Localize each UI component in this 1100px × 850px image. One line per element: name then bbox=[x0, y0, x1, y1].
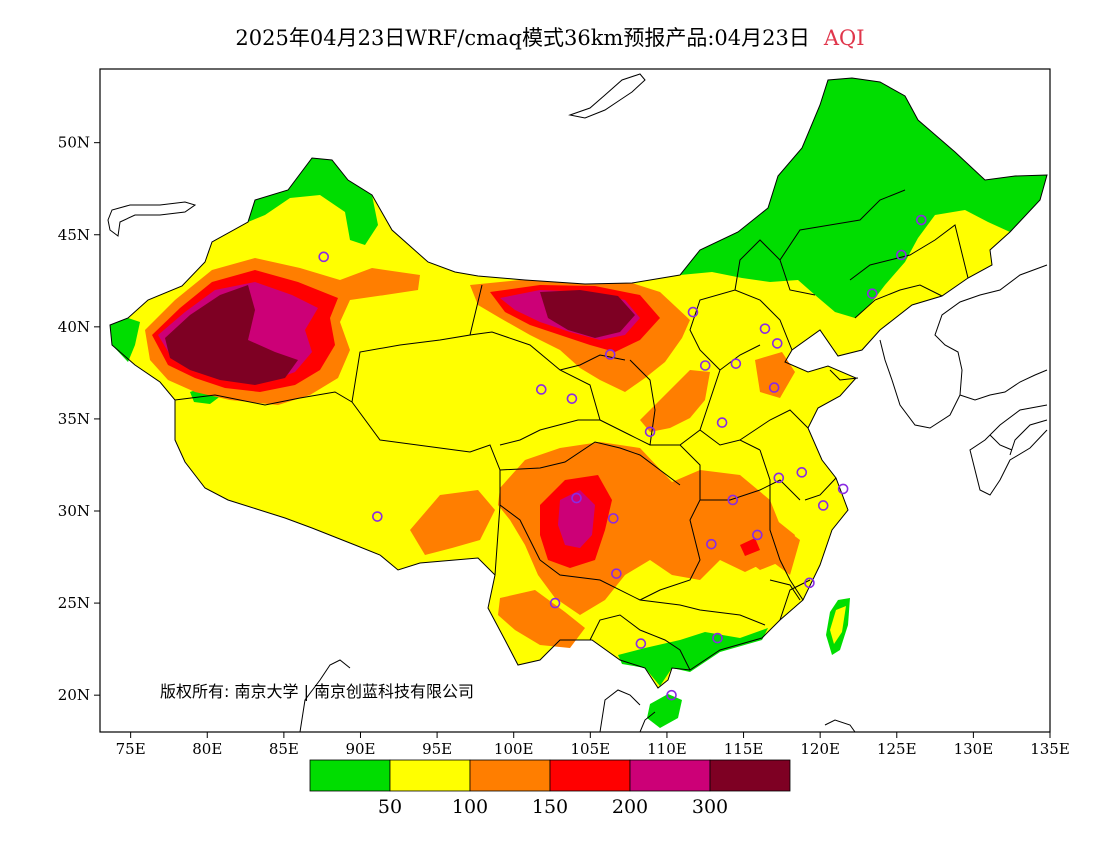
station-marker bbox=[759, 323, 771, 334]
taiwan-aqi-moderate bbox=[830, 606, 846, 644]
jiangxi-aqi-unhealthy bbox=[740, 538, 760, 556]
station-marker bbox=[915, 214, 927, 226]
legend-color-box bbox=[469, 759, 551, 792]
yunnan-aqi-sensitive bbox=[498, 590, 585, 648]
station-marker bbox=[712, 632, 723, 644]
station-marker bbox=[644, 426, 656, 438]
far-west-aqi-good bbox=[110, 318, 140, 362]
station-marker bbox=[896, 249, 907, 261]
title-product: AQI bbox=[823, 26, 865, 50]
lat-tick-label: 50N bbox=[58, 134, 90, 152]
tibet-east-aqi-sensitive bbox=[410, 490, 495, 555]
xinjiang-aqi-good bbox=[248, 158, 378, 245]
station-marker bbox=[773, 472, 785, 484]
legend-color-box bbox=[389, 759, 471, 792]
hebei-aqi-sensitive bbox=[755, 352, 795, 398]
lat-tick-label: 20N bbox=[58, 686, 90, 704]
station-marker bbox=[699, 360, 711, 371]
station-marker bbox=[804, 577, 815, 589]
map-title: 2025年04月23日WRF/cmaq模式36km预报产品:04月23日 AQI bbox=[0, 22, 1100, 52]
lon-tick-label: 105E bbox=[571, 740, 611, 758]
station-marker bbox=[318, 251, 330, 263]
lon-tick-label: 80E bbox=[192, 740, 222, 758]
longitude-axis: 75E 80E 85E 90E 95E 100E 105E 110E 115E 120E 125E 1… bbox=[116, 732, 1070, 758]
station-marker bbox=[716, 417, 728, 428]
lon-tick-label: 100E bbox=[494, 740, 534, 758]
aqi-legend: 50 100 150 200 300 bbox=[309, 759, 791, 818]
sichuan-aqi-very-unhealthy bbox=[558, 490, 595, 548]
station-marker bbox=[796, 467, 808, 478]
station-marker bbox=[752, 529, 763, 541]
station-marker bbox=[727, 494, 739, 506]
station-marker bbox=[571, 492, 582, 504]
station-marker bbox=[635, 638, 647, 649]
lat-tick-label: 40N bbox=[58, 318, 90, 336]
lon-tick-label: 110E bbox=[647, 740, 687, 758]
title-main: 2025年04月23日WRF/cmaq模式36km预报产品:04月23日 bbox=[235, 26, 810, 50]
legend-color-box bbox=[309, 759, 391, 792]
coastlines bbox=[107, 73, 1048, 732]
station-marker bbox=[768, 382, 780, 393]
tarim-aqi-hazardous bbox=[165, 285, 298, 385]
legend-label: 200 bbox=[612, 796, 648, 818]
legend-label: 300 bbox=[692, 796, 728, 818]
lat-tick-label: 35N bbox=[58, 410, 90, 428]
lon-tick-label: 95E bbox=[422, 740, 452, 758]
lon-tick-label: 115E bbox=[724, 740, 764, 758]
legend-label: 50 bbox=[378, 796, 402, 818]
legend-color-box bbox=[709, 759, 791, 792]
lon-tick-label: 90E bbox=[345, 740, 375, 758]
lon-tick-label: 135E bbox=[1030, 740, 1070, 758]
station-marker bbox=[535, 384, 547, 395]
legend-label: 100 bbox=[452, 796, 488, 818]
station-marker bbox=[604, 349, 616, 360]
station-marker bbox=[817, 500, 829, 511]
lat-tick-label: 45N bbox=[58, 226, 90, 244]
station-marker bbox=[771, 338, 783, 349]
south-aqi-good bbox=[618, 628, 768, 686]
lon-tick-label: 130E bbox=[954, 740, 994, 758]
station-marker bbox=[566, 393, 578, 404]
station-marker bbox=[549, 597, 561, 609]
lon-tick-label: 85E bbox=[269, 740, 299, 758]
latitude-axis: 20N 25N 30N 35N 40N 45N 50N bbox=[58, 134, 100, 704]
city-stations bbox=[318, 214, 927, 701]
legend-color-box bbox=[549, 759, 631, 792]
hunan-aqi-sensitive bbox=[690, 500, 735, 545]
station-marker bbox=[611, 568, 622, 579]
copyright-text: 版权所有: 南京大学 | 南京创蓝科技有限公司 bbox=[160, 682, 474, 701]
map-plot-area bbox=[107, 73, 1048, 732]
legend-color-box bbox=[629, 759, 711, 792]
jiangxi-aqi-sensitive bbox=[738, 515, 795, 570]
station-marker bbox=[608, 513, 619, 524]
station-marker bbox=[666, 689, 677, 701]
lat-tick-label: 30N bbox=[58, 502, 90, 520]
station-marker bbox=[730, 358, 742, 369]
lon-tick-label: 125E bbox=[877, 740, 917, 758]
lat-tick-label: 25N bbox=[58, 594, 90, 612]
station-marker bbox=[837, 483, 849, 495]
station-marker bbox=[687, 306, 699, 318]
station-marker bbox=[866, 288, 878, 299]
north-china-aqi-sensitive bbox=[640, 370, 710, 432]
lon-tick-label: 120E bbox=[800, 740, 840, 758]
legend-label: 150 bbox=[532, 796, 568, 818]
province-borders bbox=[109, 77, 1048, 689]
station-marker bbox=[706, 538, 717, 550]
alxa-aqi-hazardous bbox=[540, 290, 635, 338]
plot-frame bbox=[99, 68, 1051, 733]
hainan-aqi-good bbox=[647, 694, 682, 728]
northeast-aqi-good bbox=[680, 78, 1047, 318]
station-marker bbox=[372, 511, 383, 522]
lon-tick-label: 75E bbox=[116, 740, 146, 758]
